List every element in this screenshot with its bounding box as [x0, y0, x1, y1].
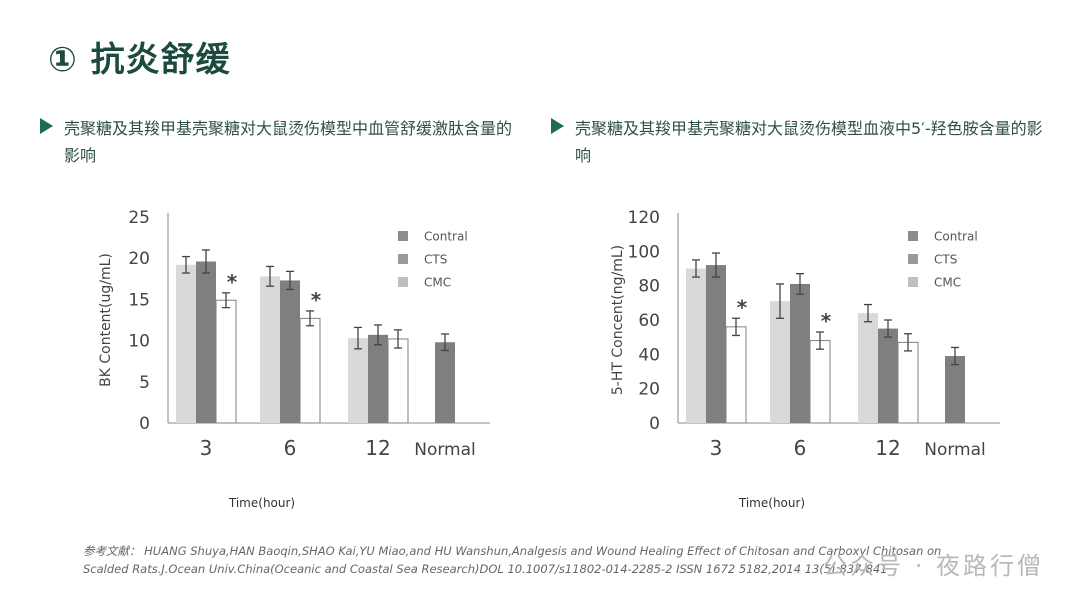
x-category-label: 6 [284, 436, 297, 460]
bar-contral [176, 264, 196, 423]
y-tick-label: 120 [628, 208, 660, 228]
legend-swatch [398, 231, 408, 241]
y-tick-label: 20 [638, 380, 660, 400]
y-tick-label: 40 [638, 345, 660, 365]
bar-cts [878, 328, 898, 423]
bar-cmc [215, 299, 237, 424]
bar-cts [196, 261, 216, 423]
bar-contral [686, 268, 706, 423]
legend-label: Contral [934, 230, 978, 244]
triangle-bullet-icon [40, 118, 53, 134]
bar-cts [368, 334, 388, 423]
legend-label: Contral [424, 230, 468, 244]
legend-swatch [908, 254, 918, 264]
y-tick-label: 60 [638, 311, 660, 331]
legend-label: CMC [424, 276, 451, 290]
x-category-label: 12 [875, 436, 900, 460]
x-category-label: 6 [794, 436, 807, 460]
x-axis-label: Time(hour) [738, 496, 805, 510]
bar-contral [858, 313, 878, 423]
left-chart-heading: 壳聚糖及其羧甲基壳聚糖对大鼠烫伤模型中血管舒缓激肽含量的影响 [40, 115, 524, 169]
y-tick-label: 25 [128, 208, 150, 228]
x-category-label: 3 [200, 436, 213, 460]
right-chart-heading: 壳聚糖及其羧甲基壳聚糖对大鼠烫伤模型血液中5′-羟色胺含量的影响 [551, 115, 1045, 169]
y-tick-label: 100 [628, 242, 660, 262]
bar-cmc [809, 340, 831, 424]
y-tick-label: 0 [139, 414, 150, 434]
left-heading-text: 壳聚糖及其羧甲基壳聚糖对大鼠烫伤模型中血管舒缓激肽含量的影响 [64, 119, 513, 165]
y-tick-label: 5 [139, 373, 150, 393]
y-tick-label: 10 [128, 332, 150, 352]
bar-cts [790, 283, 810, 423]
x-category-label: 12 [365, 436, 390, 460]
x-category-label: 3 [710, 436, 723, 460]
bar-normal [945, 356, 965, 423]
serotonin-content-chart: 0 20 40 60 80 100 120 5-HT Concent(ng/mL) * * 3 6 12… [610, 208, 1000, 510]
significance-marker: * [737, 295, 748, 319]
bar-cmc [299, 317, 321, 424]
triangle-bullet-icon [551, 118, 564, 134]
significance-marker: * [311, 288, 322, 312]
legend-swatch [908, 231, 918, 241]
y-axis-label: 5-HT Concent(ng/mL) [610, 245, 626, 395]
y-axis-label: BK Content(ug/mL) [98, 253, 114, 387]
legend-swatch [398, 277, 408, 287]
legend-swatch [908, 277, 918, 287]
bar-normal [435, 342, 455, 423]
watermark: 公众号 · 夜路行僧 [823, 552, 1044, 580]
bar-cmc [897, 341, 919, 424]
bar-cmc [387, 338, 409, 424]
legend-label: CMC [934, 276, 961, 290]
significance-marker: * [821, 309, 832, 333]
x-category-label: Normal [414, 440, 476, 460]
bar-contral [260, 276, 280, 423]
right-heading-text: 壳聚糖及其羧甲基壳聚糖对大鼠烫伤模型血液中5′-羟色胺含量的影响 [575, 119, 1043, 165]
y-tick-label: 20 [128, 249, 150, 269]
legend-swatch [398, 254, 408, 264]
bar-contral [770, 301, 790, 423]
legend-label: CTS [424, 253, 447, 267]
y-tick-label: 0 [649, 414, 660, 434]
page-title: ① 抗炎舒缓 [48, 40, 231, 80]
y-tick-label: 15 [128, 290, 150, 310]
y-tick-label: 80 [638, 277, 660, 297]
significance-marker: * [227, 270, 238, 294]
bar-cmc [725, 326, 747, 424]
x-axis-label: Time(hour) [228, 496, 295, 510]
legend-label: CTS [934, 253, 957, 267]
bk-content-chart: 0 5 10 15 20 25 BK Content(ug/mL) * * 3 6 12 Normal T… [98, 208, 490, 510]
x-category-label: Normal [924, 440, 986, 460]
bar-cts [706, 265, 726, 423]
bar-cts [280, 280, 300, 423]
references: 参考文献： HUANG Shuya,HAN Baoqin,SHAO Kai,YU… [83, 544, 942, 576]
bar-contral [348, 338, 368, 423]
